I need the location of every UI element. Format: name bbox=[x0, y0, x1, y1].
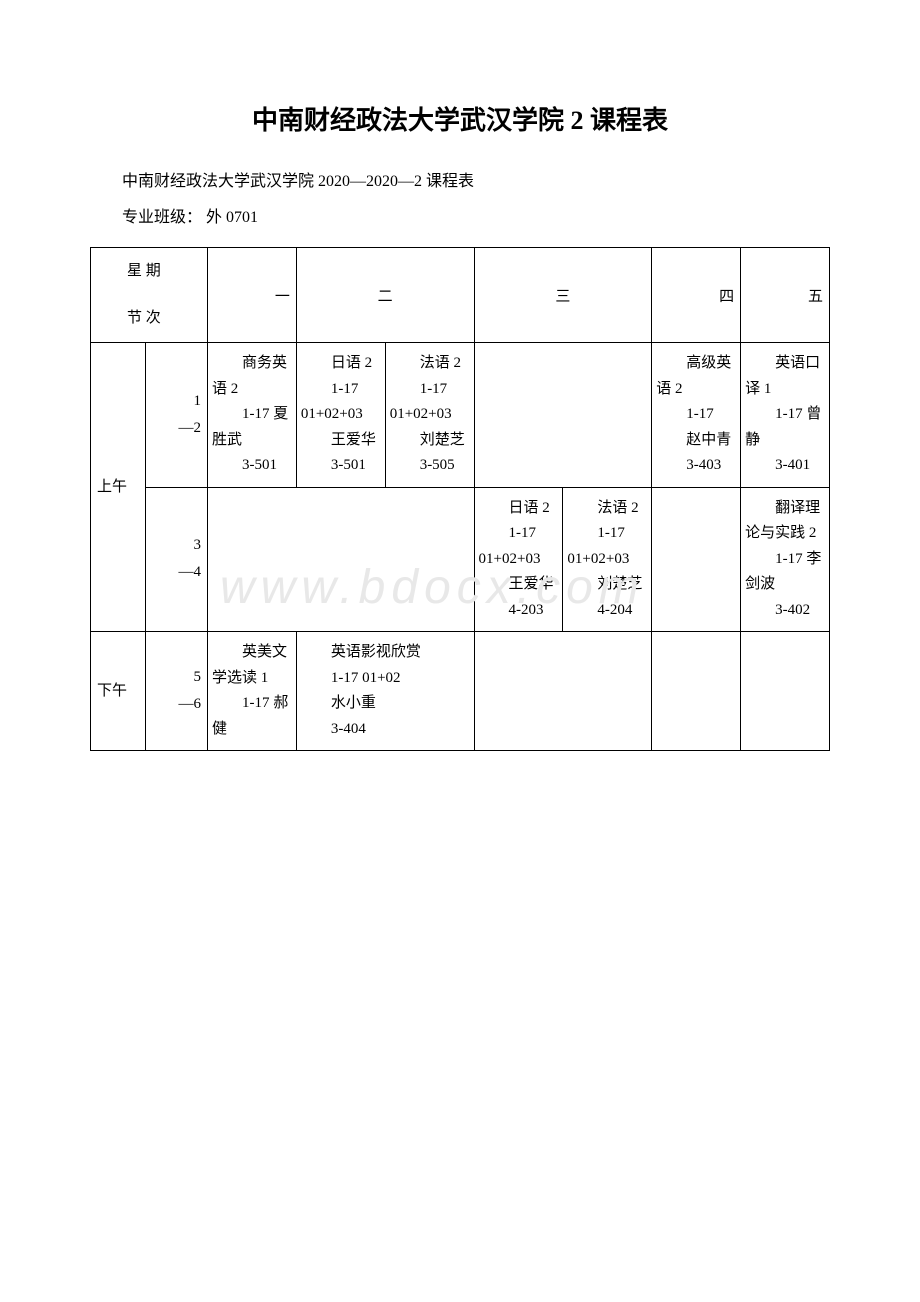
schedule-table: 星 期 节 次 一 二 三 四 五 上午 1 —2 商务英语 2 1-17 夏胜… bbox=[90, 247, 830, 751]
cell-wed-12 bbox=[474, 343, 652, 488]
period-56: 5 —6 bbox=[146, 632, 208, 751]
cell-fri-34: 翻译理论与实践 2 1-17 李剑波 3-402 bbox=[741, 487, 830, 632]
cell-thu-12: 高级英语 2 1-17 赵中青 3-403 bbox=[652, 343, 741, 488]
cell-tue-12-b: 法语 2 1-17 01+02+03 刘楚芝 3-505 bbox=[385, 343, 474, 488]
cell-wed-34-a: 日语 2 1-17 01+02+03 王爱华 4-203 bbox=[474, 487, 563, 632]
day-tue: 二 bbox=[296, 248, 474, 343]
cell-thu-56 bbox=[652, 632, 741, 751]
header-corner: 星 期 节 次 bbox=[91, 248, 208, 343]
row-period-56: 下午 5 —6 英美文学选读 1 1-17 郝健 英语影视欣赏 1-17 01+… bbox=[91, 632, 830, 751]
cell-thu-34 bbox=[652, 487, 741, 632]
cell-wed-56 bbox=[474, 632, 652, 751]
page-title: 中南财经政法大学武汉学院 2 课程表 bbox=[90, 100, 830, 137]
cell-fri-56 bbox=[741, 632, 830, 751]
cell-tue-12-a: 日语 2 1-17 01+02+03 王爱华 3-501 bbox=[296, 343, 385, 488]
cell-mon-tue-34 bbox=[207, 487, 474, 632]
cell-tue-56: 英语影视欣赏 1-17 01+02 水小重 3-404 bbox=[296, 632, 474, 751]
cell-mon-12: 商务英语 2 1-17 夏胜武 3-501 bbox=[207, 343, 296, 488]
day-mon: 一 bbox=[207, 248, 296, 343]
subtitle: 中南财经政法大学武汉学院 2020—2020—2 课程表 bbox=[90, 167, 830, 191]
morning-label: 上午 bbox=[91, 343, 146, 632]
class-info: 专业班级： 外 0701 bbox=[90, 203, 830, 227]
period-34: 3 —4 bbox=[146, 487, 208, 632]
row-period-12: 上午 1 —2 商务英语 2 1-17 夏胜武 3-501 日语 2 1-17 … bbox=[91, 343, 830, 488]
day-thu: 四 bbox=[652, 248, 741, 343]
cell-mon-56: 英美文学选读 1 1-17 郝健 bbox=[207, 632, 296, 751]
day-fri: 五 bbox=[741, 248, 830, 343]
cell-fri-12: 英语口译 1 1-17 曾静 3-401 bbox=[741, 343, 830, 488]
afternoon-label: 下午 bbox=[91, 632, 146, 751]
period-12: 1 —2 bbox=[146, 343, 208, 488]
row-period-34: 3 —4 日语 2 1-17 01+02+03 王爱华 4-203 法语 2 1… bbox=[91, 487, 830, 632]
cell-wed-34-b: 法语 2 1-17 01+02+03 刘楚芝 4-204 bbox=[563, 487, 652, 632]
day-wed: 三 bbox=[474, 248, 652, 343]
header-row: 星 期 节 次 一 二 三 四 五 bbox=[91, 248, 830, 343]
